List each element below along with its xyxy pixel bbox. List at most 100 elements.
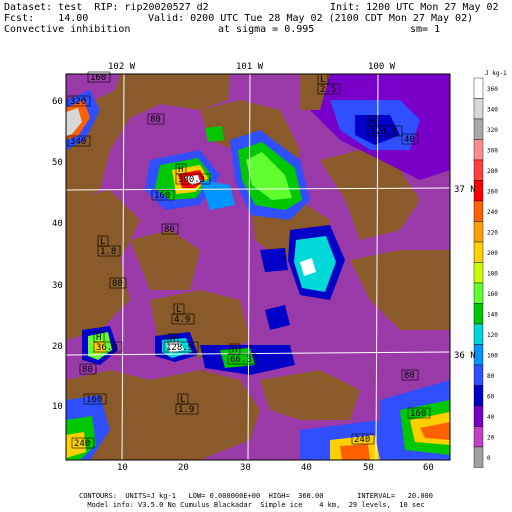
colorbar-swatch xyxy=(473,98,484,120)
map-label: 80 xyxy=(82,365,93,375)
colorbar-label: 280 xyxy=(487,168,498,175)
colorbar-label: 240 xyxy=(487,209,498,216)
colorbar-swatch xyxy=(473,405,484,427)
map-label: 340 xyxy=(70,137,86,147)
colorbar-swatch xyxy=(473,241,484,263)
smoothing-label: sm= 1 xyxy=(410,24,441,35)
map-label: H xyxy=(232,345,237,355)
map-label-box xyxy=(407,407,431,419)
colorbar-swatch xyxy=(473,139,484,161)
colorbar-label: 220 xyxy=(487,230,498,237)
field-name-label: Convective inhibition xyxy=(4,24,131,35)
map-label-box xyxy=(83,393,107,405)
colorbar-label: 20 xyxy=(487,435,495,442)
colorbar-label: 200 xyxy=(487,250,498,257)
y-tick-60: 60 xyxy=(52,97,63,107)
colorbar-label: 60 xyxy=(487,394,495,401)
map-label-box xyxy=(367,125,403,137)
map-label-box xyxy=(71,437,95,449)
map-label-box xyxy=(87,71,111,83)
colorbar-swatch xyxy=(473,77,484,99)
map-label-box xyxy=(67,135,91,147)
colorbar-label: 140 xyxy=(487,312,498,319)
lat-lon-lines xyxy=(65,73,451,461)
map-label-box xyxy=(97,245,121,257)
map-label-box xyxy=(317,83,341,95)
colorbar-swatch xyxy=(473,426,484,448)
colorbar-swatch xyxy=(473,385,484,407)
map-label-box xyxy=(151,189,175,201)
map-label: 80 xyxy=(164,225,175,235)
colorbar-swatch xyxy=(473,118,484,140)
y-tick-40: 40 xyxy=(52,219,63,229)
colorbar-swatch xyxy=(473,282,484,304)
map-label-box xyxy=(401,369,419,381)
colorbar-swatch xyxy=(473,364,484,386)
map-label: H xyxy=(370,117,375,127)
map-label: 160 xyxy=(90,73,106,83)
colorbar: 3603403203002802602402202001801601401201… xyxy=(473,77,498,468)
forecast-hour-label: Fcst: 14.00 xyxy=(4,13,89,24)
map-label: 40 xyxy=(404,135,415,145)
colorbar-swatch xyxy=(473,446,484,468)
cin-fill-field xyxy=(66,74,450,460)
map-label-box xyxy=(79,363,97,375)
map-label-box xyxy=(161,223,179,235)
map-label: 128.9 xyxy=(166,343,193,353)
map-label-box xyxy=(109,277,127,289)
dataset-label: Dataset: test RIP: rip20020527 d2 xyxy=(4,2,209,13)
model-info: Model info: V3.5.0 No Cumulus Blackadar … xyxy=(87,501,425,509)
colorbar-label: 40 xyxy=(487,414,495,421)
y-tick-30: 30 xyxy=(52,281,63,291)
map-label-box xyxy=(67,95,91,107)
init-time-label: Init: 1200 UTC Mon 27 May 02 xyxy=(330,2,499,13)
map-label: 160 xyxy=(86,395,102,405)
colorbar-label: 260 xyxy=(487,189,498,196)
map-label-box xyxy=(163,341,199,353)
right-tick-36n: 36 N xyxy=(454,351,476,361)
colorbar-label: 80 xyxy=(487,373,495,380)
top-tick-101w: 101 W xyxy=(236,62,264,72)
map-label-box xyxy=(227,353,257,365)
map-label: 160 xyxy=(154,191,170,201)
colorbar-label: 100 xyxy=(487,353,498,360)
colorbar-label: 0 xyxy=(487,455,491,462)
map-labels: 32016034080L2.5H124.940H380.316080L1.880… xyxy=(67,71,431,449)
x-tick-10: 10 xyxy=(117,463,128,473)
map-label: L xyxy=(176,305,181,315)
colorbar-swatch xyxy=(473,159,484,181)
map-label: 1.9 xyxy=(178,405,194,415)
sigma-level-label: at sigma = 0.995 xyxy=(218,24,315,35)
map-label-box xyxy=(93,341,123,353)
map-label: L xyxy=(180,395,185,405)
map-label: 320 xyxy=(70,97,86,107)
map-label: 36.9 xyxy=(96,343,118,353)
contour-info: CONTOURS: UNITS=J kg-1 LOW= 0.000000E+00… xyxy=(78,492,433,500)
x-tick-50: 50 xyxy=(363,463,374,473)
map-label-box xyxy=(147,113,165,125)
map-label-box xyxy=(351,433,375,445)
colorbar-label: 320 xyxy=(487,127,498,134)
map-label: 80 xyxy=(150,115,161,125)
map-label: 124.9 xyxy=(370,127,397,137)
map-label-box xyxy=(171,313,195,325)
colorbar-label: 160 xyxy=(487,291,498,298)
y-tick-10: 10 xyxy=(52,402,63,412)
y-tick-50: 50 xyxy=(52,158,63,168)
map-label: H xyxy=(178,165,183,175)
map-label-box xyxy=(175,403,199,415)
map-label: 80 xyxy=(112,279,123,289)
colorbar-swatch xyxy=(473,303,484,325)
colorbar-swatch xyxy=(473,262,484,284)
y-tick-20: 20 xyxy=(52,342,63,352)
map-label-box xyxy=(401,133,419,145)
x-tick-60: 60 xyxy=(423,463,434,473)
map-label-box xyxy=(167,333,179,345)
colorbar-swatch xyxy=(473,221,484,243)
map-label: 66.3 xyxy=(230,355,252,365)
top-tick-102w: 102 W xyxy=(108,62,136,72)
top-tick-100w: 100 W xyxy=(368,62,396,72)
valid-time-label: Valid: 0200 UTC Tue 28 May 02 (2100 CDT … xyxy=(148,13,474,24)
colorbar-label: 340 xyxy=(487,107,498,114)
map-label-box xyxy=(175,173,211,185)
